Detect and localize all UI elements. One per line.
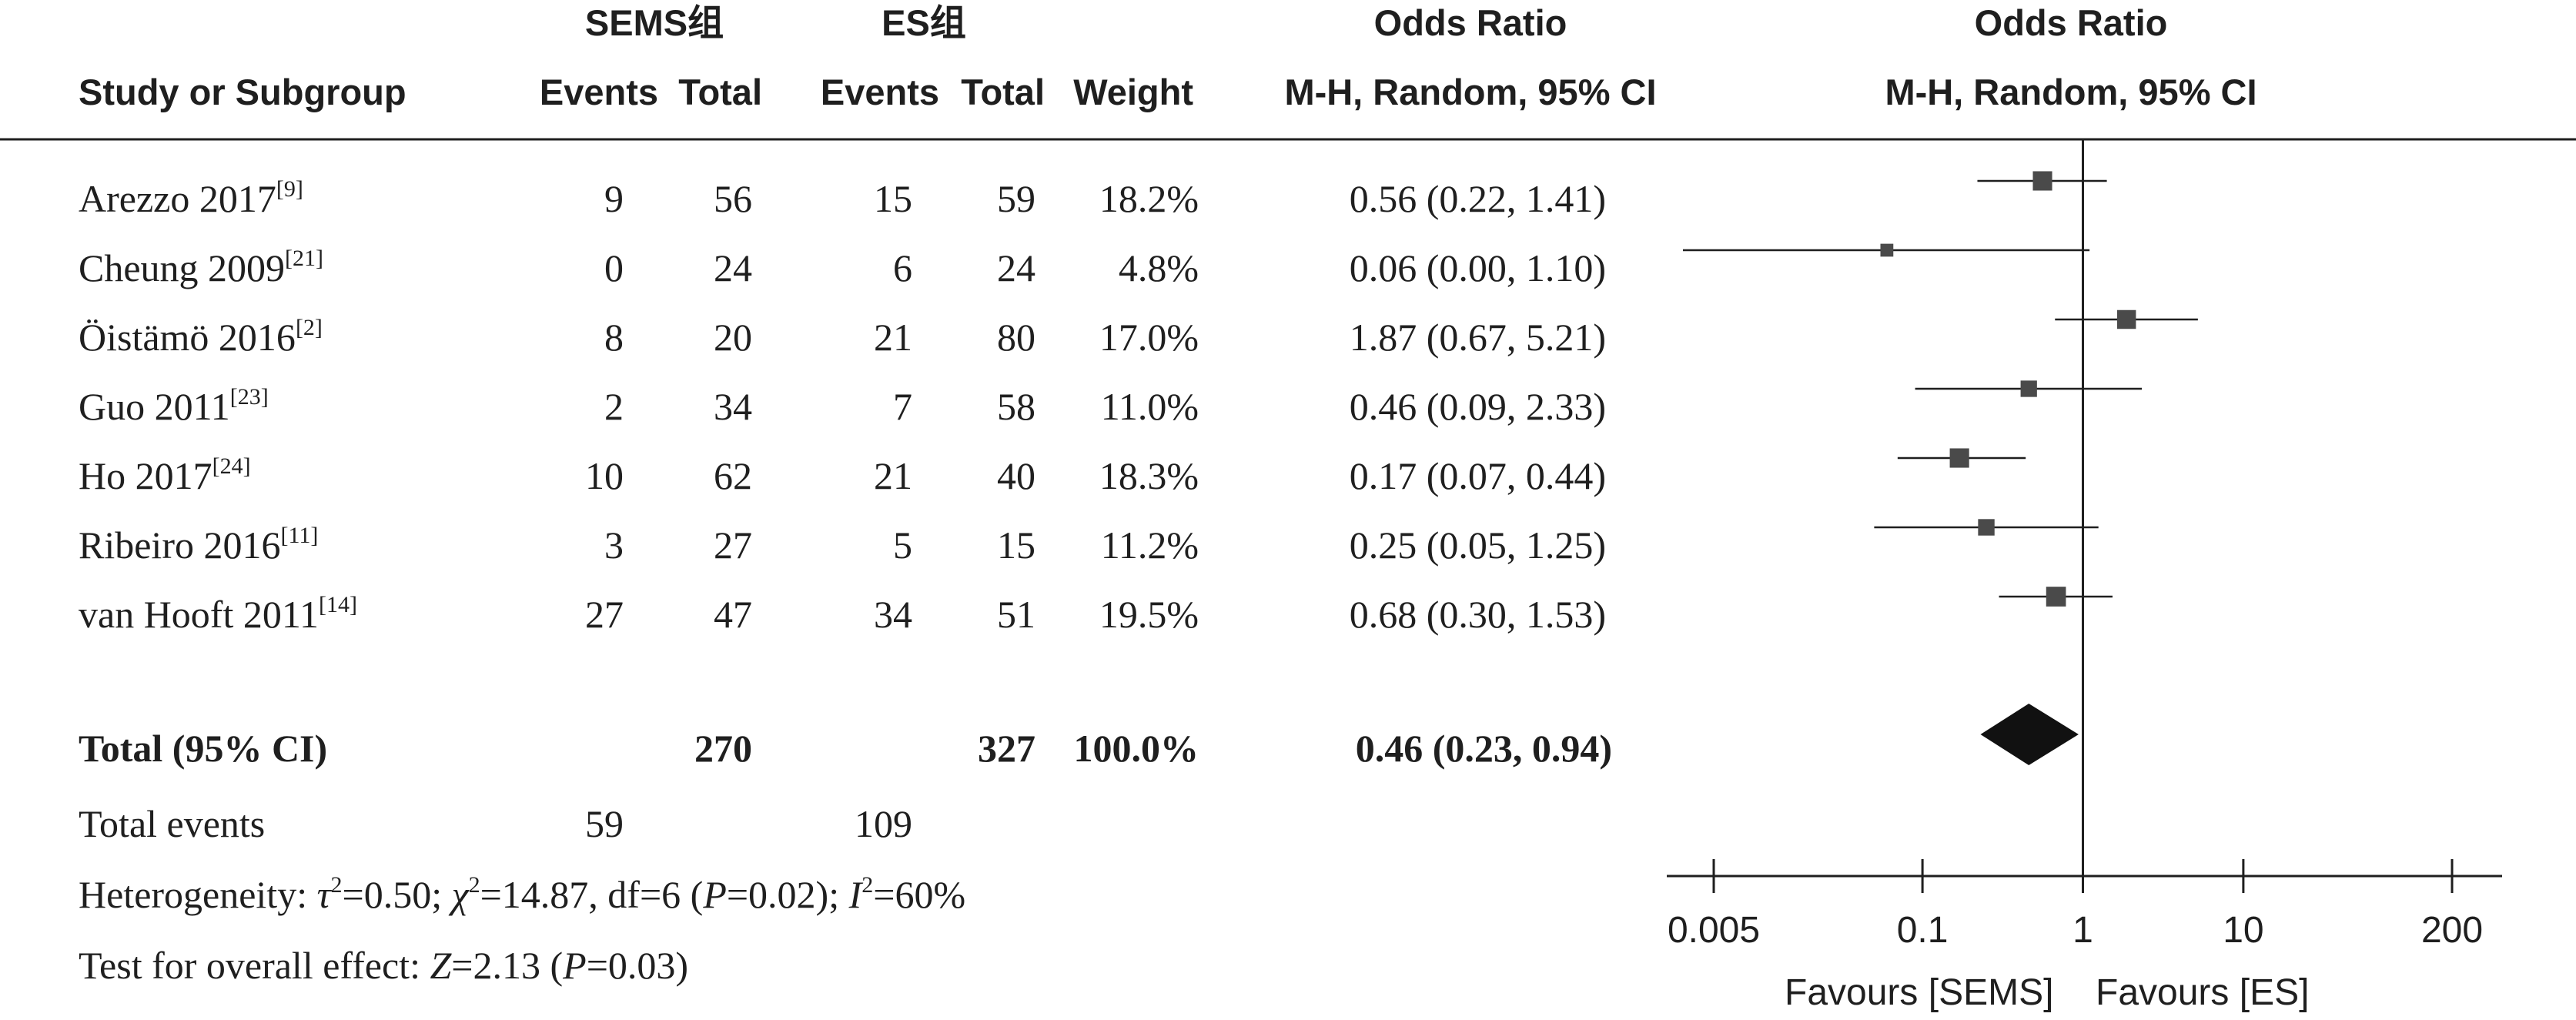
- x-tick-label: 0.1: [1897, 910, 1949, 951]
- study-name: Ho 2017[24]: [79, 453, 251, 497]
- total1-cell: 27: [714, 523, 752, 567]
- events2-cell: 21: [874, 454, 912, 497]
- events1-cell: 9: [604, 177, 624, 220]
- header-weight: Weight: [1073, 72, 1193, 112]
- effect-square: [2116, 309, 2136, 329]
- header-group1: SEMS组: [584, 2, 724, 43]
- total2-cell: 327: [978, 727, 1035, 770]
- events2-cell: 15: [874, 177, 912, 220]
- header-events1: Events: [539, 72, 658, 112]
- events1-cell: 10: [585, 454, 624, 497]
- effect-square: [2020, 380, 2037, 397]
- events1-cell: 2: [604, 385, 624, 428]
- events2-cell: 7: [893, 385, 912, 428]
- total1-cell: 24: [714, 246, 752, 289]
- overall-effect-text: Test for overall effect: Z=2.13 (P=0.03): [79, 944, 689, 987]
- events2-cell: 5: [893, 523, 912, 567]
- header-group2: ES组: [882, 2, 966, 43]
- total-ci-cell: 0.46 (0.23, 0.94): [1355, 727, 1612, 770]
- header-events2: Events: [820, 72, 939, 112]
- study-ref: [11]: [280, 523, 319, 548]
- weight-cell: 18.2%: [1099, 177, 1199, 220]
- study-ref: [14]: [319, 592, 357, 617]
- effect-square: [1949, 448, 1969, 468]
- total1-cell: 20: [714, 316, 752, 359]
- total1-cell: 270: [694, 727, 752, 770]
- ci-cell: 0.17 (0.07, 0.44): [1349, 454, 1606, 497]
- total-events2-cell: 109: [855, 802, 912, 845]
- total-weight-cell: 100.0%: [1073, 727, 1199, 770]
- total1-cell: 56: [714, 177, 752, 220]
- study-name: Ribeiro 2016[11]: [79, 523, 319, 567]
- study-name: van Hooft 2011[14]: [79, 592, 357, 636]
- total1-cell: 34: [714, 385, 752, 428]
- events2-cell: 34: [874, 593, 912, 636]
- ci-cell: 0.46 (0.09, 2.33): [1349, 385, 1606, 428]
- total2-cell: 58: [997, 385, 1035, 428]
- events1-cell: 8: [604, 316, 624, 359]
- study-name: Guo 2011[23]: [79, 384, 269, 428]
- total2-cell: 24: [997, 246, 1035, 289]
- study-ref: [21]: [285, 246, 324, 271]
- weight-cell: 17.0%: [1099, 316, 1199, 359]
- total2-cell: 40: [997, 454, 1035, 497]
- pooled-diamond: [1980, 704, 2079, 765]
- total1-cell: 62: [714, 454, 752, 497]
- study-ref: [2]: [295, 315, 323, 340]
- total2-cell: 51: [997, 593, 1035, 636]
- total1-cell: 47: [714, 593, 752, 636]
- effect-square: [1978, 519, 1995, 536]
- total-events1-cell: 59: [585, 802, 624, 845]
- weight-cell: 11.2%: [1100, 523, 1199, 567]
- study-ref: [23]: [229, 384, 269, 410]
- header-odds-ratio-plot: Odds Ratio: [1974, 2, 2168, 43]
- favours-right-label: Favours [ES]: [2096, 972, 2310, 1013]
- events1-cell: 27: [585, 593, 624, 636]
- weight-cell: 19.5%: [1099, 593, 1199, 636]
- favours-left-label: Favours [SEMS]: [1785, 972, 2054, 1013]
- ci-cell: 0.68 (0.30, 1.53): [1349, 593, 1606, 636]
- ci-cell: 1.87 (0.67, 5.21): [1349, 316, 1606, 359]
- ci-cell: 0.56 (0.22, 1.41): [1349, 177, 1606, 220]
- events2-cell: 21: [874, 316, 912, 359]
- events1-cell: 0: [604, 246, 624, 289]
- header-total2: Total: [961, 72, 1045, 112]
- study-ref: [9]: [276, 176, 303, 202]
- header-study: Study or Subgroup: [79, 72, 406, 112]
- ci-cell: 0.25 (0.05, 1.25): [1349, 523, 1606, 567]
- total2-cell: 80: [997, 316, 1035, 359]
- effect-square: [2032, 171, 2052, 191]
- study-name: Öistämö 2016[2]: [79, 315, 323, 359]
- events1-cell: 3: [604, 523, 624, 567]
- weight-cell: 11.0%: [1100, 385, 1199, 428]
- events2-cell: 6: [893, 246, 912, 289]
- study-ref: [24]: [212, 453, 251, 479]
- weight-cell: 18.3%: [1099, 454, 1199, 497]
- x-tick-label: 0.005: [1668, 910, 1760, 951]
- ci-cell: 0.06 (0.00, 1.10): [1349, 246, 1606, 289]
- heterogeneity-text: Heterogeneity: τ2=0.50; χ2=14.87, df=6 (…: [79, 872, 966, 916]
- header-total1: Total: [678, 72, 762, 112]
- weight-cell: 4.8%: [1118, 246, 1199, 289]
- header-odds-ratio-col: Odds Ratio: [1373, 2, 1567, 43]
- total2-cell: 15: [997, 523, 1035, 567]
- total-label: Total (95% CI): [79, 727, 328, 770]
- header-method-plot: M-H, Random, 95% CI: [1885, 72, 2257, 112]
- effect-square: [1880, 243, 1894, 257]
- study-name: Cheung 2009[21]: [79, 246, 324, 289]
- study-name: Arezzo 2017[9]: [79, 176, 303, 220]
- x-tick-label: 200: [2421, 910, 2483, 951]
- total-events-label: Total events: [79, 802, 266, 845]
- x-tick-label: 1: [2073, 910, 2093, 951]
- x-tick-label: 10: [2223, 910, 2263, 951]
- total2-cell: 59: [997, 177, 1035, 220]
- effect-square: [2046, 587, 2066, 607]
- header-method-col: M-H, Random, 95% CI: [1284, 72, 1657, 112]
